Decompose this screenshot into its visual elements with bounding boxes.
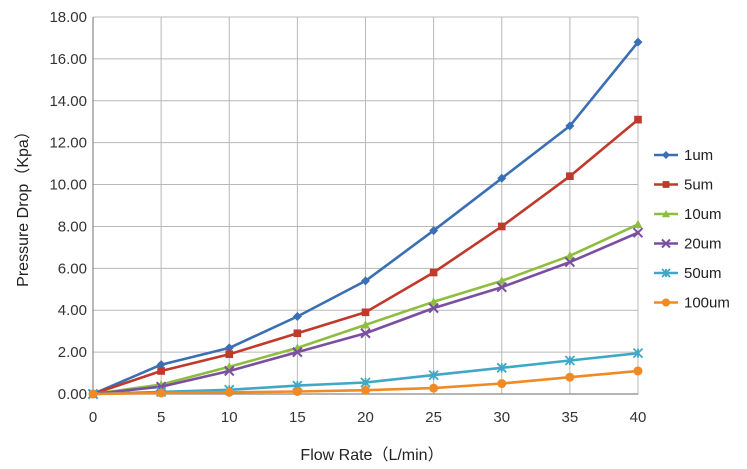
data-point bbox=[564, 256, 576, 268]
data-point bbox=[496, 362, 507, 373]
data-point bbox=[360, 328, 371, 339]
data-point bbox=[634, 115, 642, 124]
legend: 1um 5um 10um 20um 50um 100um bbox=[654, 147, 730, 312]
y-axis-title: Pressure Drop（Kpa） bbox=[14, 123, 32, 287]
series-1um bbox=[88, 37, 643, 399]
y-tick-label: 18.00 bbox=[49, 9, 87, 26]
x-tick-label: 0 bbox=[89, 409, 97, 426]
data-point bbox=[361, 308, 370, 317]
data-point bbox=[632, 227, 644, 238]
data-point bbox=[633, 37, 643, 47]
data-point bbox=[497, 222, 506, 231]
data-point bbox=[428, 302, 439, 314]
legend-marker bbox=[661, 238, 671, 249]
x-tick-label: 20 bbox=[357, 409, 374, 426]
data-point bbox=[292, 312, 302, 322]
legend-item: 100um bbox=[654, 295, 730, 312]
legend-label: 50um bbox=[684, 265, 722, 282]
legend-label: 1um bbox=[684, 147, 713, 164]
data-point bbox=[361, 320, 370, 329]
data-point bbox=[429, 268, 438, 277]
data-point bbox=[224, 387, 234, 397]
y-tick-label: 2.00 bbox=[58, 344, 87, 361]
y-axis-ticks: 0.00 2.00 4.00 6.00 8.00 10.00 12.00 14.00 16.00… bbox=[49, 9, 87, 403]
x-tick-label: 10 bbox=[221, 409, 238, 426]
data-point bbox=[292, 386, 302, 396]
y-tick-label: 14.00 bbox=[49, 93, 87, 110]
legend-label: 5um bbox=[684, 177, 713, 194]
x-axis-title: Flow Rate（L/min） bbox=[300, 446, 443, 464]
legend-item: 5um bbox=[654, 177, 713, 194]
x-tick-label: 15 bbox=[289, 409, 306, 426]
y-tick-label: 6.00 bbox=[58, 260, 87, 277]
data-point bbox=[157, 367, 165, 375]
legend-marker bbox=[662, 181, 670, 188]
data-point bbox=[428, 370, 439, 381]
data-point bbox=[361, 385, 370, 395]
x-tick-label: 30 bbox=[493, 409, 510, 426]
series-group bbox=[87, 37, 644, 400]
data-point bbox=[429, 226, 439, 236]
data-point bbox=[565, 121, 575, 131]
y-tick-label: 12.00 bbox=[49, 135, 87, 152]
data-point bbox=[564, 355, 576, 366]
series-100um bbox=[88, 366, 643, 399]
data-point bbox=[633, 219, 643, 228]
data-point bbox=[225, 350, 234, 359]
x-tick-label: 5 bbox=[157, 409, 165, 426]
legend-item: 20um bbox=[654, 236, 722, 253]
y-tick-label: 10.00 bbox=[49, 177, 87, 194]
data-point bbox=[429, 383, 439, 393]
data-point bbox=[224, 343, 234, 353]
y-tick-label: 8.00 bbox=[58, 218, 87, 235]
legend-label: 10um bbox=[684, 206, 722, 223]
data-point bbox=[497, 173, 507, 183]
data-point bbox=[156, 360, 166, 370]
data-point bbox=[156, 388, 166, 398]
legend-item: 10um bbox=[654, 206, 722, 223]
y-tick-label: 16.00 bbox=[49, 51, 87, 68]
x-axis-ticks: 0 5 10 15 20 25 30 35 40 bbox=[89, 409, 647, 426]
legend-item: 50um bbox=[654, 265, 722, 282]
data-point bbox=[292, 346, 303, 358]
data-point bbox=[497, 379, 507, 389]
legend-marker bbox=[662, 210, 670, 218]
data-point bbox=[293, 329, 302, 338]
data-point bbox=[632, 348, 644, 359]
data-point bbox=[429, 297, 439, 306]
data-point bbox=[496, 281, 507, 293]
data-point bbox=[88, 389, 98, 399]
data-point bbox=[224, 365, 235, 377]
legend-label: 100um bbox=[684, 295, 730, 312]
y-tick-label: 0.00 bbox=[58, 386, 87, 403]
data-point bbox=[361, 276, 370, 286]
x-tick-label: 40 bbox=[630, 409, 647, 426]
legend-label: 20um bbox=[684, 236, 722, 253]
legend-item: 1um bbox=[654, 147, 713, 164]
legend-marker bbox=[661, 268, 671, 278]
data-point bbox=[566, 172, 574, 181]
legend-marker bbox=[662, 151, 670, 159]
data-point bbox=[565, 251, 575, 260]
data-point bbox=[565, 372, 575, 382]
x-tick-label: 25 bbox=[425, 409, 442, 426]
x-tick-label: 35 bbox=[562, 409, 579, 426]
series-50um bbox=[87, 348, 644, 400]
data-point bbox=[360, 377, 371, 388]
legend-marker bbox=[662, 298, 670, 307]
data-point bbox=[497, 276, 507, 285]
y-tick-label: 4.00 bbox=[58, 302, 87, 319]
data-point bbox=[633, 366, 643, 376]
